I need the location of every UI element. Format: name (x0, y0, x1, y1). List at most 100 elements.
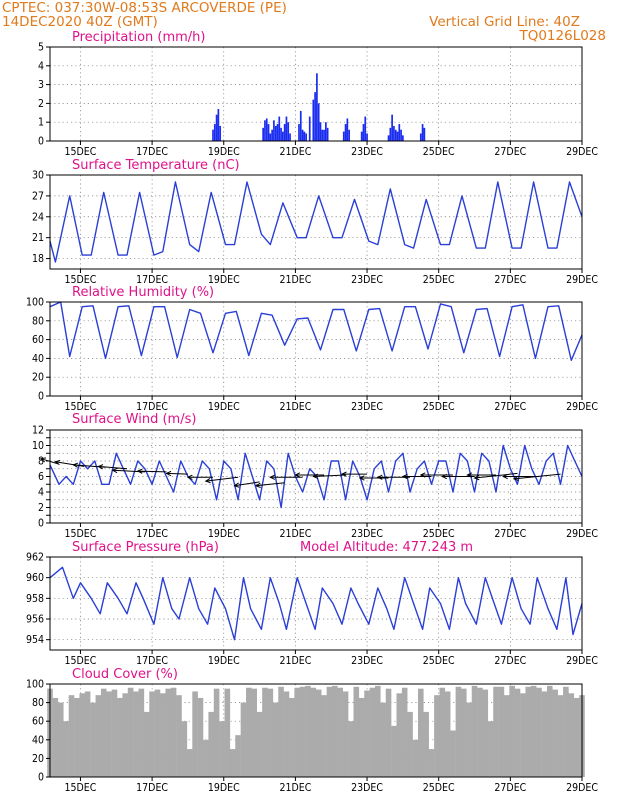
x-tick-label: 19DEC (208, 146, 240, 158)
cloud-bar (321, 695, 327, 777)
precip-bar (271, 129, 273, 141)
x-tick-label: 27DEC (494, 401, 526, 413)
cloud-bar (573, 697, 580, 777)
x-tick-label: 29DEC (566, 274, 598, 286)
cloud-bar (417, 688, 424, 777)
y-tick-label: 2 (38, 98, 44, 110)
x-tick-label: 23DEC (351, 655, 383, 667)
wind-arrow (441, 473, 475, 480)
cloud-bar (428, 749, 435, 777)
pressure-series-line (49, 566, 583, 641)
wind-arrow (136, 468, 167, 474)
y-tick-label: 4 (38, 487, 44, 499)
y-tick-label: 40 (32, 734, 44, 746)
cloud-bar (176, 695, 182, 777)
humidity-series-line (49, 301, 583, 361)
chart-precip: 0 1 2 3 4 5 15DEC 17DEC 19DEC 21DEC 23DEC 25DEC 27DE… (38, 42, 598, 159)
cloud-bar (455, 686, 462, 777)
chart-humidity: 0 20 40 60 80 100 15DEC 17DEC 19DEC 21DEC 23DEC 25D… (26, 297, 598, 414)
wind-arrow-head (502, 473, 508, 480)
precip-bar (278, 116, 281, 141)
cloud-bar (224, 688, 231, 777)
precip-bar (398, 124, 401, 141)
x-tick-label: 21DEC (279, 146, 311, 158)
wind-arrow-head (54, 459, 61, 466)
precip-bar (325, 122, 327, 141)
cloud-bar (208, 711, 215, 777)
x-tick-label: 21DEC (279, 528, 311, 540)
precip-bar (267, 124, 270, 141)
cloud-bar (487, 721, 494, 777)
wind-arrow-head (441, 473, 448, 480)
y-tick-label: 40 (32, 353, 44, 365)
cloud-bar (423, 711, 429, 777)
cloud-bar (471, 685, 478, 777)
y-tick-label: 0 (38, 518, 44, 530)
x-tick-label: 19DEC (208, 655, 240, 667)
wind-arrow-head (340, 471, 347, 477)
y-tick-label: 100 (26, 297, 44, 309)
plot-frame (49, 301, 583, 397)
panel-title-pressure: Surface Pressure (hPa) (72, 540, 219, 555)
y-tick-label: 2 (38, 502, 44, 514)
y-tick-label: 20 (32, 753, 44, 765)
wind-arrow-shaft (474, 472, 518, 479)
cloud-bar (294, 687, 300, 777)
y-tick-label: 954 (26, 634, 44, 646)
wind-arrow (254, 482, 285, 488)
cloud-bar (160, 693, 166, 777)
precip-bar (366, 133, 368, 141)
precip-bar (362, 124, 365, 141)
y-tick-label: 0 (38, 136, 44, 148)
precip-bar (273, 120, 275, 141)
cloud-bar (122, 693, 129, 777)
precip-bar (348, 129, 350, 141)
precip-bar (280, 127, 282, 141)
cloud-bar (278, 686, 284, 777)
x-tick-label: 25DEC (423, 528, 455, 540)
precip-bar (317, 103, 320, 141)
precip-bar (316, 73, 318, 141)
wind-arrow (512, 473, 561, 482)
precip-bar (321, 129, 324, 141)
wind-arrow-shaft (234, 481, 260, 487)
y-tick-label: 12 (32, 425, 44, 437)
x-tick-label: 19DEC (208, 782, 240, 794)
header-grid-note: Vertical Grid Line: 40Z (429, 14, 580, 30)
x-tick-label: 15DEC (65, 401, 97, 413)
cloud-bar (165, 688, 172, 777)
cloud-bar (262, 687, 268, 777)
x-tick-label: 23DEC (351, 528, 383, 540)
precip-bar (269, 133, 272, 141)
chart-pressure: 954 956 958 960 962 15DEC 17DEC 19DEC 21DEC 23DEC… (26, 552, 598, 668)
x-tick-label: 15DEC (65, 274, 97, 286)
wind-arrow-head (233, 482, 240, 488)
y-tick-label: 1 (38, 117, 44, 129)
y-tick-label: 18 (32, 253, 44, 265)
cloud-bar (170, 687, 177, 777)
x-tick-label: 23DEC (351, 401, 383, 413)
panel-title-wind: Surface Wind (m/s) (72, 412, 196, 427)
cloud-bar (369, 687, 376, 777)
cloud-bar (396, 693, 403, 777)
wind-arrow-shaft (513, 473, 561, 480)
y-tick-label: 0 (38, 391, 44, 403)
cloud-bar (514, 688, 521, 777)
x-tick-label: 27DEC (494, 655, 526, 667)
wind-arrow-head (165, 470, 172, 477)
cloud-bar (299, 686, 306, 777)
cloud-bar (79, 693, 86, 777)
precip-bar (342, 131, 345, 141)
precip-bar (394, 129, 397, 141)
wind-arrow-head (401, 473, 408, 480)
y-tick-label: 6 (38, 471, 44, 483)
plot-frame (49, 46, 583, 142)
precip-bar (421, 124, 424, 141)
header-model: TQ0126L028 (518, 28, 606, 44)
precip-bar (393, 125, 395, 141)
cloud-bar (568, 693, 575, 777)
cloud-bar (310, 687, 317, 777)
precip-bar (262, 127, 265, 141)
precip-bar (391, 114, 393, 141)
y-tick-label: 30 (32, 170, 44, 182)
